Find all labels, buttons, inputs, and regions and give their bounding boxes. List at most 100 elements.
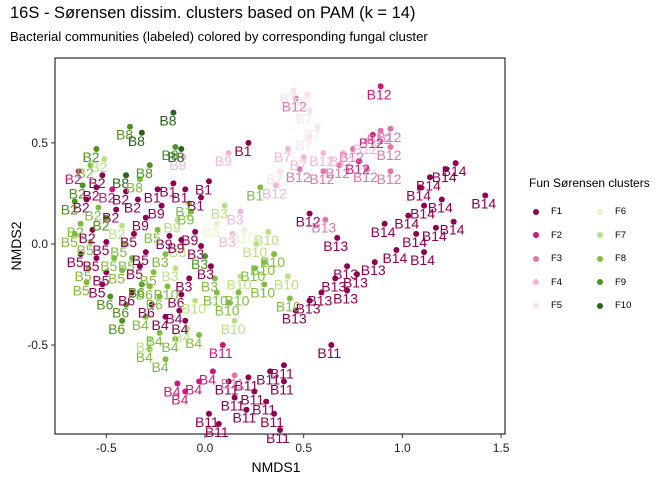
data-point bbox=[123, 172, 130, 179]
y-tick-label: 0.0 bbox=[31, 237, 48, 251]
data-point bbox=[427, 174, 433, 181]
point-label: B4 bbox=[152, 359, 169, 375]
point-label: B12 bbox=[377, 147, 402, 163]
point-label: B13 bbox=[323, 238, 348, 254]
point-label: B5 bbox=[61, 234, 78, 250]
point-label: B3 bbox=[175, 278, 192, 294]
legend-dot-icon bbox=[597, 208, 603, 215]
point-label: B9 bbox=[148, 206, 165, 222]
point-label: B11 bbox=[270, 381, 294, 397]
data-point bbox=[231, 394, 238, 401]
point-label: B7 bbox=[290, 157, 307, 173]
point-label: B2 bbox=[92, 218, 109, 234]
point-label: B14 bbox=[432, 169, 457, 185]
legend-label: F5 bbox=[551, 300, 563, 312]
point-label: B3 bbox=[197, 266, 214, 282]
data-point bbox=[156, 329, 163, 336]
point-label: B10 bbox=[260, 254, 285, 270]
point-label: B12 bbox=[282, 98, 307, 114]
data-point bbox=[164, 283, 171, 290]
data-point bbox=[318, 289, 325, 296]
data-point bbox=[277, 426, 283, 433]
point-label: B3 bbox=[191, 256, 208, 272]
data-point bbox=[170, 180, 177, 187]
data-point bbox=[344, 287, 351, 294]
point-label: B11 bbox=[232, 410, 256, 426]
point-label: B13 bbox=[361, 262, 386, 278]
data-point bbox=[245, 374, 252, 381]
data-point bbox=[202, 253, 208, 260]
y-axis-title: NMDS2 bbox=[8, 221, 24, 270]
data-point bbox=[231, 317, 238, 324]
point-label: B5 bbox=[88, 284, 105, 300]
data-point bbox=[95, 204, 102, 211]
point-label: B11 bbox=[209, 345, 233, 361]
data-point bbox=[178, 145, 185, 152]
data-point bbox=[196, 331, 203, 338]
point-label: B2 bbox=[108, 226, 125, 242]
point-label: B13 bbox=[311, 220, 336, 236]
point-label: B11 bbox=[252, 402, 276, 418]
data-point bbox=[211, 275, 218, 282]
x-tick-label: 1.5 bbox=[493, 441, 510, 455]
legend-dot-icon bbox=[533, 232, 539, 239]
data-point bbox=[87, 162, 94, 169]
data-point bbox=[127, 123, 133, 130]
point-label: B3 bbox=[187, 246, 204, 262]
data-point bbox=[186, 200, 193, 207]
data-point bbox=[174, 216, 181, 223]
legend-dot-icon bbox=[533, 302, 539, 309]
data-point bbox=[213, 220, 220, 227]
point-label: B4 bbox=[161, 339, 178, 355]
point-label: B2 bbox=[67, 224, 84, 240]
legend-dot-icon bbox=[533, 208, 539, 215]
point-label: B1 bbox=[246, 187, 263, 203]
point-label: B5 bbox=[126, 266, 143, 282]
point-label: B9 bbox=[132, 218, 149, 234]
data-point bbox=[213, 289, 220, 296]
point-label: B11 bbox=[205, 424, 229, 440]
data-point bbox=[235, 289, 242, 296]
data-point bbox=[261, 259, 268, 266]
legend-item: F9 bbox=[593, 271, 657, 295]
chart-subtitle: Bacterial communities (labeled) colored … bbox=[10, 29, 428, 44]
data-point bbox=[237, 208, 244, 215]
data-point bbox=[482, 192, 489, 199]
data-point bbox=[314, 123, 321, 130]
data-point bbox=[207, 263, 214, 270]
legend-entries: F1 F2 F3 F4 F5 F6 F7 F8 F9 F10 bbox=[529, 200, 669, 318]
data-point bbox=[180, 154, 187, 161]
point-label: B12 bbox=[367, 131, 392, 147]
point-label: B11 bbox=[240, 392, 264, 408]
point-label: B5 bbox=[82, 258, 99, 274]
point-label: B5 bbox=[144, 230, 161, 246]
point-label: B3 bbox=[203, 224, 220, 240]
legend-dot-icon bbox=[597, 255, 603, 262]
point-label: B2 bbox=[77, 165, 94, 181]
point-label: B2 bbox=[61, 202, 78, 218]
data-point bbox=[162, 356, 169, 363]
legend-label: F10 bbox=[615, 300, 632, 312]
data-point bbox=[377, 127, 384, 134]
point-label: B9 bbox=[169, 157, 186, 173]
data-point bbox=[387, 143, 394, 150]
point-label: B4 bbox=[136, 349, 153, 365]
point-label: B10 bbox=[221, 321, 246, 337]
point-label: B1 bbox=[195, 181, 212, 197]
point-label: B1 bbox=[175, 204, 192, 220]
data-point bbox=[77, 220, 84, 227]
point-label: B8 bbox=[112, 175, 129, 191]
data-point bbox=[296, 166, 303, 173]
point-label: B14 bbox=[416, 177, 441, 193]
point-label: B10 bbox=[203, 292, 228, 308]
point-label: B4 bbox=[171, 321, 188, 337]
data-point bbox=[438, 196, 445, 203]
data-point bbox=[344, 263, 351, 270]
point-label: B13 bbox=[296, 301, 321, 317]
data-point bbox=[176, 307, 183, 314]
data-point bbox=[261, 281, 268, 288]
point-label: B2 bbox=[73, 200, 90, 216]
point-label: B14 bbox=[471, 195, 496, 211]
point-label: B12 bbox=[359, 135, 384, 151]
point-label: B4 bbox=[185, 381, 202, 397]
